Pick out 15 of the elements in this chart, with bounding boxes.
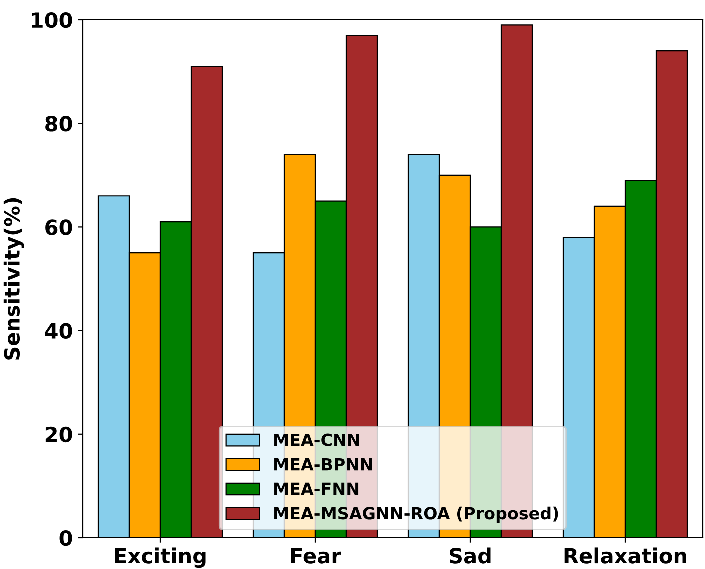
legend-label: MEA-CNN [274,434,360,446]
y-tick-label: 100 [32,12,72,28]
y-tick-label: 20 [46,426,72,443]
legend-label: MEA-FNN [274,482,359,496]
y-tick-label: 0 [60,530,72,546]
x-tick-label: Sad [450,548,491,564]
x-tick-label: Exciting [115,548,206,568]
x-tick-label: Relaxation [564,548,686,564]
legend-label: MEA-BPNN [274,458,372,471]
x-tick-label: Fear [291,548,342,564]
y-tick-label: 40 [45,323,72,340]
legend-label: MEA-MSAGNN-ROA (Proposed) [274,506,558,523]
y-tick-label: 60 [46,220,72,236]
y-axis-title: Sensitivity(%) [4,198,24,360]
y-tick-label: 80 [46,116,72,132]
